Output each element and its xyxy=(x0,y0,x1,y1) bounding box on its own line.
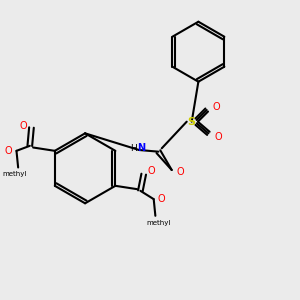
Text: O: O xyxy=(4,146,12,156)
Text: O: O xyxy=(176,167,184,177)
Text: N: N xyxy=(137,143,145,153)
Text: S: S xyxy=(188,117,196,127)
Text: H: H xyxy=(130,144,137,153)
Text: methyl: methyl xyxy=(146,220,171,226)
Text: O: O xyxy=(214,132,222,142)
Text: O: O xyxy=(19,121,27,131)
Text: O: O xyxy=(147,166,155,176)
Text: O: O xyxy=(213,102,220,112)
Text: O: O xyxy=(157,194,165,204)
Text: methyl: methyl xyxy=(3,171,27,177)
